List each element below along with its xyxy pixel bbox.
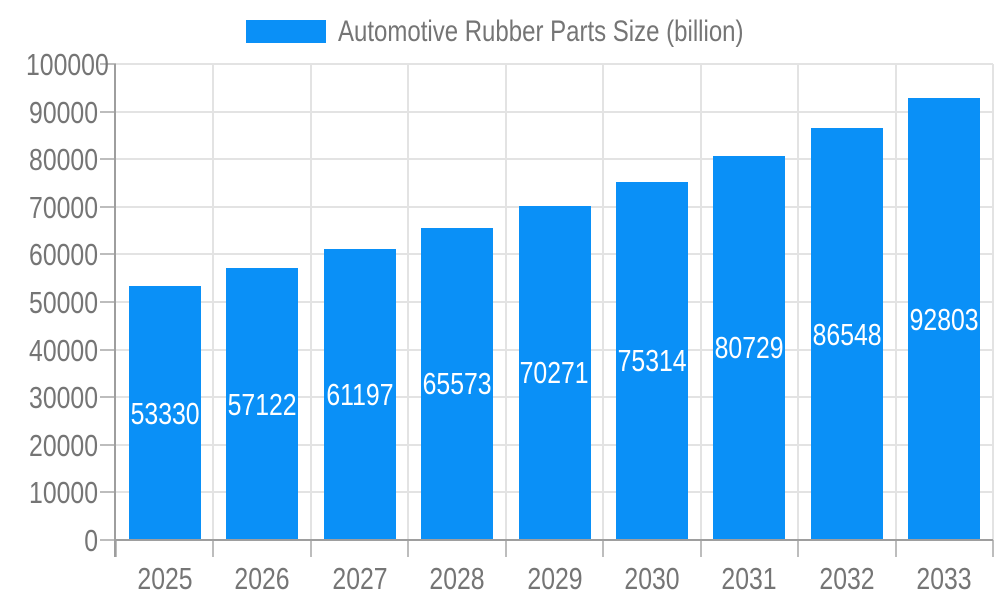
y-axis-tick-label: 40000: [29, 332, 98, 368]
y-axis-tick: [100, 110, 116, 113]
x-gridline: [699, 64, 702, 540]
y-axis-tick: [100, 158, 116, 161]
x-axis-tick: [115, 540, 117, 557]
bar-value-label: 65573: [422, 366, 492, 402]
x-axis-label: 2031: [721, 561, 777, 596]
y-gridline: [116, 158, 993, 161]
x-gridline: [894, 64, 897, 540]
x-axis-tick: [407, 540, 410, 557]
bar-2027[interactable]: 61197: [323, 248, 396, 540]
y-axis-tick-label: 10000: [29, 475, 98, 511]
y-gridline: [116, 63, 993, 65]
x-axis-tick: [797, 540, 800, 557]
bar-2026[interactable]: 57122: [226, 268, 299, 540]
bar-2029[interactable]: 70271: [518, 205, 591, 540]
y-axis-line: [114, 64, 116, 557]
bar-2031[interactable]: 80729: [713, 155, 786, 540]
y-axis-tick-label: 20000: [29, 427, 98, 463]
bar-value-label: 53330: [130, 395, 200, 431]
bar-2025[interactable]: 53330: [128, 286, 201, 540]
x-axis-label: 2028: [429, 561, 485, 596]
bar-value-label: 80729: [714, 330, 784, 366]
y-axis-tick: [100, 491, 116, 494]
bar-value-label: 86548: [812, 316, 882, 352]
bar-value-label: 61197: [326, 376, 394, 412]
chart-legend[interactable]: Automotive Rubber Parts Size (billion): [246, 16, 845, 46]
x-gridline: [309, 64, 312, 540]
x-gridline: [602, 64, 605, 540]
y-axis-tick: [100, 348, 116, 351]
x-axis-line: [114, 539, 993, 541]
y-axis-tick: [100, 539, 116, 541]
x-gridline: [504, 64, 507, 540]
bar-2030[interactable]: 75314: [615, 181, 688, 540]
y-axis-tick-label: 30000: [29, 380, 98, 416]
x-axis-label: 2029: [526, 561, 583, 596]
bar-2033[interactable]: 92803: [908, 98, 981, 540]
y-axis-tick-label: 90000: [29, 94, 98, 130]
bar-value-label: 70271: [520, 355, 589, 391]
x-axis-tick: [602, 540, 605, 557]
x-axis-label: 2027: [332, 561, 388, 596]
y-gridline: [116, 110, 993, 113]
x-axis-label: 2030: [624, 561, 680, 596]
x-axis-tick: [992, 540, 994, 557]
y-axis-tick: [100, 205, 116, 208]
bar-value-label: 75314: [617, 343, 687, 379]
y-axis-tick: [100, 253, 116, 256]
x-axis-label: 2033: [916, 561, 972, 596]
y-axis-tick-label: 70000: [29, 189, 98, 225]
legend-label: Automotive Rubber Parts Size (billion): [338, 14, 744, 48]
x-axis-label: 2032: [819, 561, 875, 596]
x-gridline: [797, 64, 800, 540]
bar-2032[interactable]: 86548: [810, 128, 883, 540]
y-axis-tick-label: 60000: [29, 237, 98, 273]
x-axis-tick: [894, 540, 897, 557]
x-gridline: [992, 64, 994, 540]
x-axis-tick: [504, 540, 507, 557]
y-axis-tick: [100, 443, 116, 446]
bar-value-label: 57122: [227, 386, 297, 422]
x-gridline: [407, 64, 410, 540]
x-axis-tick: [309, 540, 312, 557]
legend-swatch: [246, 20, 326, 43]
y-axis-tick: [100, 63, 116, 65]
y-axis-tick-label: 0: [84, 523, 98, 558]
y-axis-tick: [100, 301, 116, 303]
x-gridline: [212, 64, 215, 540]
x-axis-label: 2026: [234, 561, 290, 596]
y-axis-tick-label: 50000: [29, 285, 98, 320]
x-axis-label: 2025: [137, 561, 193, 596]
y-axis-tick: [100, 396, 116, 399]
y-axis-tick-label: 100000: [26, 47, 109, 82]
bar-value-label: 92803: [909, 301, 979, 337]
x-axis-tick: [212, 540, 215, 557]
bar-2028[interactable]: 65573: [421, 227, 494, 540]
x-axis-tick: [699, 540, 702, 557]
y-axis-tick-label: 80000: [29, 142, 98, 178]
